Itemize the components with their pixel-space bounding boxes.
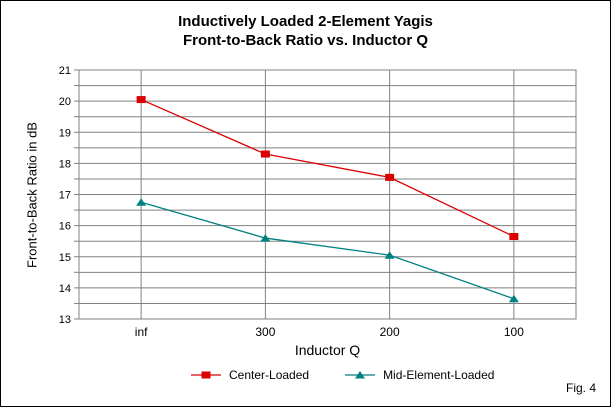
series-line [140, 201, 515, 300]
legend-label-center-loaded: Center-Loaded [229, 368, 310, 382]
series-marker-square [385, 173, 395, 181]
series-line [140, 98, 515, 238]
series-marker-triangle [384, 251, 395, 259]
legend-item-mid-element-loaded: Mid-Element-Loaded [345, 368, 494, 382]
chart-title: Inductively Loaded 2-Element Yagis Front… [1, 12, 610, 50]
x-tick-label: 200 [380, 325, 400, 339]
legend-marker-mid-element-loaded-icon [345, 371, 376, 379]
x-tick-label: 300 [255, 325, 275, 339]
y-tick-label: 13 [59, 314, 71, 326]
chart-title-line1: Inductively Loaded 2-Element Yagis [178, 13, 433, 30]
series-marker-triangle [355, 371, 366, 379]
x-tick-label: inf [135, 325, 148, 339]
x-tick-label: 100 [504, 325, 524, 339]
x-axis-title: Inductor Q [294, 342, 361, 358]
legend-label-mid-element-loaded: Mid-Element-Loaded [383, 368, 495, 382]
figure-number-label: Fig. 4 [565, 381, 596, 395]
legend-item-center-loaded: Center-Loaded [191, 368, 309, 382]
y-tick-label: 19 [59, 127, 71, 139]
y-tick-label: 20 [59, 96, 71, 108]
series-marker-triangle [508, 294, 519, 303]
series-marker-square [260, 150, 270, 158]
y-tick-label: 18 [59, 158, 71, 170]
y-tick-label: 16 [59, 221, 71, 233]
series-marker-square [136, 96, 146, 104]
series-marker-triangle [136, 198, 147, 206]
legend-marker-center-loaded-icon [191, 371, 221, 379]
plot-border [78, 69, 577, 320]
series-marker-square [201, 371, 211, 379]
series-marker-square [509, 233, 519, 241]
y-tick-label: 14 [59, 283, 71, 295]
y-axis-title: Front-to-Back Ratio in dB [24, 122, 40, 268]
y-tick-label: 15 [59, 252, 71, 264]
y-tick-label: 21 [59, 65, 71, 77]
chart-title-line2: Front-to-Back Ratio vs. Inductor Q [182, 32, 428, 49]
legend: Center-Loaded Mid-Element-Loaded [191, 368, 494, 382]
series-marker-triangle [260, 234, 271, 242]
y-tick-label: 17 [59, 190, 71, 202]
